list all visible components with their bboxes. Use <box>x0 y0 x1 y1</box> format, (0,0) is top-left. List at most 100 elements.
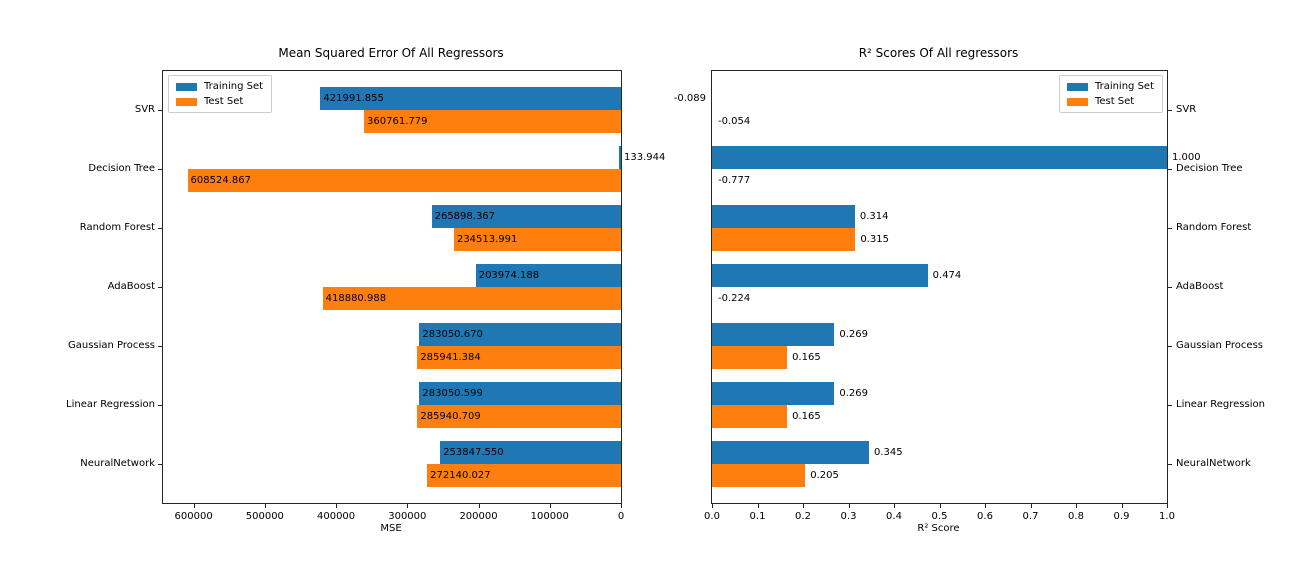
test-bar <box>322 286 621 310</box>
x-tick-label: 0.6 <box>977 511 993 522</box>
bar-value-label: -0.777 <box>718 174 751 186</box>
legend-item: Test Set <box>1066 95 1154 108</box>
legend-label: Training Set <box>204 81 264 92</box>
bar-value-label: 253847.550 <box>443 447 504 459</box>
x-tick-mark <box>803 504 804 508</box>
category-label: NeuralNetwork <box>1176 458 1251 470</box>
bar-value-label: 272140.027 <box>430 470 491 482</box>
x-tick-label: 400000 <box>316 511 356 522</box>
category-label: AdaBoost <box>1176 280 1224 292</box>
y-tick-mark <box>158 110 162 111</box>
test-bar <box>417 345 621 369</box>
test-bar <box>712 227 856 251</box>
bar-value-label: 0.315 <box>860 233 889 245</box>
x-tick-mark <box>939 504 941 508</box>
category-label: Linear Regression <box>66 399 155 410</box>
x-tick-label: 300000 <box>388 511 427 522</box>
category-label: SVR <box>134 103 155 115</box>
r2-chart-axes: R² Scores Of All regressors 0.0 0.1 0.2 0.3… <box>674 46 1265 534</box>
x-tick-label: 600000 <box>174 511 213 522</box>
y-tick-mark <box>158 228 162 229</box>
bar-value-label: 418880.988 <box>325 292 387 304</box>
test-bar <box>364 109 621 133</box>
legend-label: Test Set <box>204 96 244 107</box>
training-bar <box>712 322 835 346</box>
x-tick-mark <box>894 504 895 508</box>
bar-value-label: -0.089 <box>673 92 706 104</box>
x-tick-mark <box>549 504 551 508</box>
test-bar <box>187 168 621 192</box>
y-tick-mark <box>1168 228 1172 229</box>
x-tick-mark <box>985 504 986 508</box>
training-bar <box>712 382 835 405</box>
category-label: Linear Regression <box>1176 399 1265 410</box>
legend-label: Training Set <box>1094 81 1154 92</box>
x-tick-mark <box>478 504 480 508</box>
bar-value-label: 360761.779 <box>367 115 428 127</box>
y-tick-mark <box>158 464 162 465</box>
legend-item: Training Set <box>1066 80 1154 93</box>
legend-item: Training Set <box>176 80 263 93</box>
bar-value-label: 0.269 <box>839 388 869 399</box>
category-label: AdaBoost <box>107 280 155 292</box>
x-tick-label: 1.0 <box>1159 511 1175 522</box>
y-tick-mark <box>158 405 162 406</box>
y-tick-mark <box>1168 110 1172 111</box>
y-tick-mark <box>1168 169 1172 170</box>
x-tick-label: 0.3 <box>840 511 857 522</box>
x-tick-mark <box>336 504 338 508</box>
bar-value-label: 285940.709 <box>420 411 481 422</box>
x-tick-mark <box>757 504 759 508</box>
bar-value-label: 283050.599 <box>422 388 483 399</box>
training-bar <box>475 263 621 287</box>
training-bar <box>712 204 855 228</box>
x-tick-mark <box>712 504 713 508</box>
x-tick-mark <box>1167 504 1168 508</box>
x-tick-label: 0.8 <box>1068 511 1084 522</box>
x-tick-label: 0.2 <box>795 511 811 522</box>
y-tick-mark <box>158 346 162 347</box>
r2-plot-area: 0.0 0.1 0.2 0.3 0.4 0.5 0.6 0.7 0.8 0.9 1.0 SVR Deci… <box>674 70 1265 522</box>
x-tick-label: 0 <box>617 511 625 522</box>
training-bar <box>419 322 621 346</box>
category-label: NeuralNetwork <box>80 458 155 470</box>
category-label: Decision Tree <box>88 162 155 174</box>
test-bar <box>427 464 621 488</box>
training-bar <box>431 204 621 228</box>
bar-value-label: 0.269 <box>839 328 869 340</box>
y-tick-mark <box>1168 405 1172 406</box>
legend-label: Test Set <box>1094 96 1135 107</box>
test-bar <box>712 405 788 428</box>
x-tick-label: 0.9 <box>1113 511 1130 522</box>
y-tick-mark <box>1168 346 1172 347</box>
training-bar <box>440 441 621 465</box>
legend-swatch-icon <box>176 97 197 106</box>
legend-swatch-icon <box>1066 82 1088 91</box>
x-tick-mark <box>1030 504 1032 508</box>
bar-value-label: 0.165 <box>792 411 821 422</box>
x-tick-mark <box>407 504 409 508</box>
x-tick-mark <box>848 504 850 508</box>
training-bar <box>712 263 928 287</box>
y-tick-mark <box>1168 464 1172 465</box>
training-bar <box>419 382 621 405</box>
bar-value-label: 421991.855 <box>323 92 384 104</box>
x-tick-label: 0.1 <box>749 511 766 522</box>
x-tick-label: 0.7 <box>1022 511 1039 522</box>
bar-value-label: 0.314 <box>859 210 889 222</box>
category-label: Decision Tree <box>1176 162 1243 174</box>
x-tick-mark <box>1076 504 1077 508</box>
bar-value-label: 0.474 <box>932 269 962 281</box>
category-label: Random Forest <box>79 221 155 233</box>
mse-chart-axes: Mean Squared Error Of All Regressors 600… <box>66 46 665 534</box>
bar-value-label: 203974.188 <box>478 269 540 281</box>
x-tick-label: 0.5 <box>931 511 948 522</box>
y-tick-mark <box>1168 287 1172 288</box>
y-tick-mark <box>158 287 162 288</box>
legend-swatch-icon <box>176 82 197 91</box>
legend-item: Test Set <box>176 95 263 108</box>
y-tick-mark <box>158 169 162 170</box>
category-label: Gaussian Process <box>68 339 155 351</box>
mse-chart-title: Mean Squared Error Of All Regressors <box>278 46 504 60</box>
